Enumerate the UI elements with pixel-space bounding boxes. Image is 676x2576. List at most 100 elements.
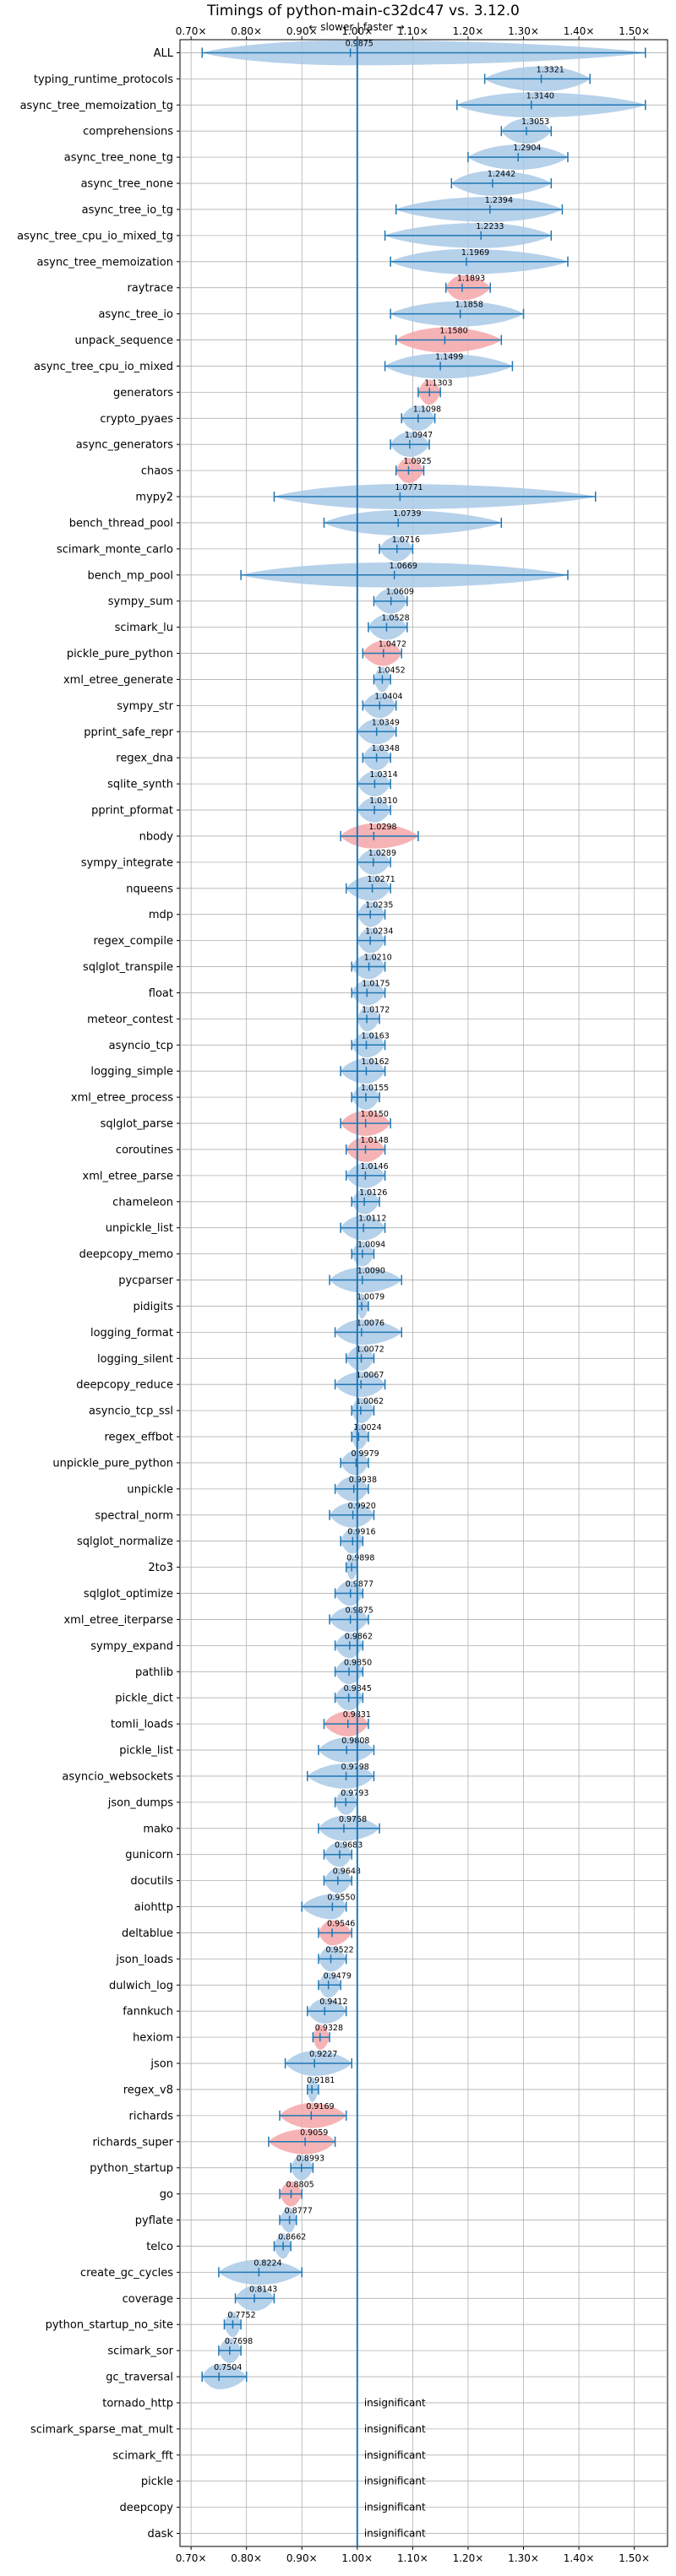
value-label: 0.9550 bbox=[327, 1894, 355, 1903]
value-label: 1.2904 bbox=[513, 144, 541, 153]
category-label: regex_v8 bbox=[123, 2084, 173, 2096]
value-label: 0.9938 bbox=[349, 1475, 377, 1485]
category-label: scimark_sparse_mat_mult bbox=[30, 2423, 173, 2436]
category-label: pprint_safe_repr bbox=[84, 726, 173, 739]
category-label: sqlglot_parse bbox=[101, 1118, 173, 1131]
value-label: 0.9979 bbox=[351, 1449, 379, 1459]
value-label: 0.9479 bbox=[324, 1971, 352, 1981]
value-label: 0.9059 bbox=[300, 2128, 328, 2138]
category-label: async_generators bbox=[76, 439, 174, 452]
value-label: 1.0024 bbox=[353, 1423, 381, 1432]
value-label: 1.0452 bbox=[377, 666, 405, 675]
value-label: 0.8224 bbox=[254, 2258, 281, 2268]
plot-frame bbox=[179, 39, 668, 2547]
category-label: sympy_expand bbox=[90, 1640, 173, 1653]
category-label: logging_silent bbox=[97, 1353, 173, 1366]
value-label: 0.7504 bbox=[214, 2363, 242, 2372]
value-label: 1.1303 bbox=[424, 378, 452, 388]
category-label: pickle_pure_python bbox=[67, 648, 173, 660]
category-label: nbody bbox=[139, 830, 174, 843]
category-label: dulwich_log bbox=[109, 1980, 173, 1992]
value-label: 0.9683 bbox=[335, 1841, 363, 1850]
value-label: 0.9648 bbox=[333, 1867, 361, 1877]
category-label: deltablue bbox=[122, 1927, 173, 1940]
category-label: unpickle bbox=[127, 1483, 173, 1496]
category-label: richards bbox=[129, 2110, 174, 2122]
category-label: scimark_sor bbox=[107, 2345, 173, 2358]
insignificant-label: insignificant bbox=[364, 2528, 426, 2540]
value-label: 1.0947 bbox=[405, 431, 433, 440]
category-label: pathlib bbox=[135, 1666, 173, 1679]
value-label: 0.9798 bbox=[341, 1763, 369, 1772]
category-label: scimark_lu bbox=[115, 622, 173, 634]
value-label: 1.0067 bbox=[356, 1371, 384, 1380]
value-label: 0.9916 bbox=[347, 1528, 375, 1537]
category-label: tornado_http bbox=[102, 2397, 173, 2410]
value-label: 0.9877 bbox=[346, 1580, 373, 1590]
category-label: xml_etree_iterparse bbox=[63, 1614, 173, 1627]
value-label: 0.8777 bbox=[285, 2207, 313, 2216]
category-label: unpickle_pure_python bbox=[52, 1457, 173, 1470]
value-label: 1.0771 bbox=[395, 483, 422, 492]
category-label: raytrace bbox=[127, 282, 173, 295]
category-label: telco bbox=[146, 2241, 173, 2253]
category-label: deepcopy_reduce bbox=[76, 1379, 173, 1392]
value-label: 0.9328 bbox=[315, 2024, 343, 2033]
value-label: 1.0289 bbox=[368, 849, 396, 858]
category-label: gc_traversal bbox=[106, 2372, 173, 2384]
value-label: 1.3140 bbox=[526, 91, 554, 101]
x-tick-label-bottom: 1.10× bbox=[397, 2552, 428, 2564]
x-tick-label-bottom: 1.50× bbox=[619, 2552, 650, 2564]
category-label: 2to3 bbox=[148, 1562, 173, 1574]
category-label: python_startup bbox=[90, 2162, 173, 2175]
value-label: 0.9875 bbox=[346, 1606, 373, 1615]
category-label: json_dumps bbox=[107, 1796, 173, 1809]
category-label: xml_etree_parse bbox=[83, 1170, 173, 1182]
value-label: 0.8662 bbox=[278, 2232, 306, 2242]
category-label: regex_effbot bbox=[104, 1432, 173, 1444]
category-label: async_tree_memoization bbox=[36, 256, 173, 269]
value-label: 0.9793 bbox=[341, 1789, 368, 1798]
x-tick-label-bottom: 0.90× bbox=[286, 2552, 318, 2564]
category-label: coverage bbox=[123, 2293, 173, 2306]
category-label: unpickle_list bbox=[106, 1222, 173, 1235]
value-label: 1.0150 bbox=[361, 1110, 389, 1119]
value-label: 1.1969 bbox=[461, 248, 489, 258]
value-label: 0.9227 bbox=[309, 2050, 337, 2059]
category-label: python_startup_no_site bbox=[46, 2319, 173, 2332]
value-label: 1.0112 bbox=[358, 1215, 386, 1224]
value-label: 0.9169 bbox=[306, 2102, 334, 2111]
value-label: 1.2394 bbox=[485, 196, 513, 205]
value-label: 1.0404 bbox=[374, 692, 402, 701]
value-label: 0.9522 bbox=[325, 1945, 353, 1954]
chart-subtitle: ← slower | faster → bbox=[308, 21, 404, 33]
value-label: 1.0155 bbox=[361, 1084, 389, 1093]
x-tick-label-top: 1.40× bbox=[564, 25, 595, 37]
x-tick-label-bottom: 1.00× bbox=[341, 2552, 373, 2564]
category-label: regex_compile bbox=[93, 935, 173, 948]
value-label: 0.8805 bbox=[286, 2181, 313, 2190]
category-label: pickle_dict bbox=[115, 1693, 173, 1705]
category-label: xml_etree_process bbox=[71, 1092, 173, 1105]
value-label: 1.3321 bbox=[537, 65, 564, 74]
value-label: 0.9758 bbox=[339, 1815, 367, 1824]
value-label: 1.0146 bbox=[360, 1162, 388, 1171]
x-tick-label-top: 1.20× bbox=[453, 25, 484, 37]
value-label: 1.0349 bbox=[372, 718, 400, 727]
category-label: pickle_list bbox=[119, 1745, 173, 1758]
category-label: typing_runtime_protocols bbox=[34, 73, 173, 86]
x-tick-label-top: 1.00× bbox=[341, 25, 373, 37]
category-label: crypto_pyaes bbox=[100, 413, 173, 426]
category-label: asyncio_tcp_ssl bbox=[89, 1405, 173, 1418]
x-tick-label-bottom: 0.80× bbox=[231, 2552, 262, 2564]
x-tick-label-top: 0.70× bbox=[176, 25, 207, 37]
category-label: chameleon bbox=[112, 1196, 173, 1209]
value-label: 0.9412 bbox=[319, 1997, 347, 2007]
category-label: nqueens bbox=[126, 883, 173, 895]
value-label: 1.0472 bbox=[379, 640, 406, 649]
value-label: 0.9862 bbox=[345, 1632, 373, 1641]
value-label: 1.0298 bbox=[368, 823, 396, 832]
category-label: async_tree_cpu_io_mixed bbox=[34, 361, 173, 373]
x-tick-label-bottom: 1.40× bbox=[564, 2552, 595, 2564]
category-label: sympy_str bbox=[117, 700, 173, 713]
